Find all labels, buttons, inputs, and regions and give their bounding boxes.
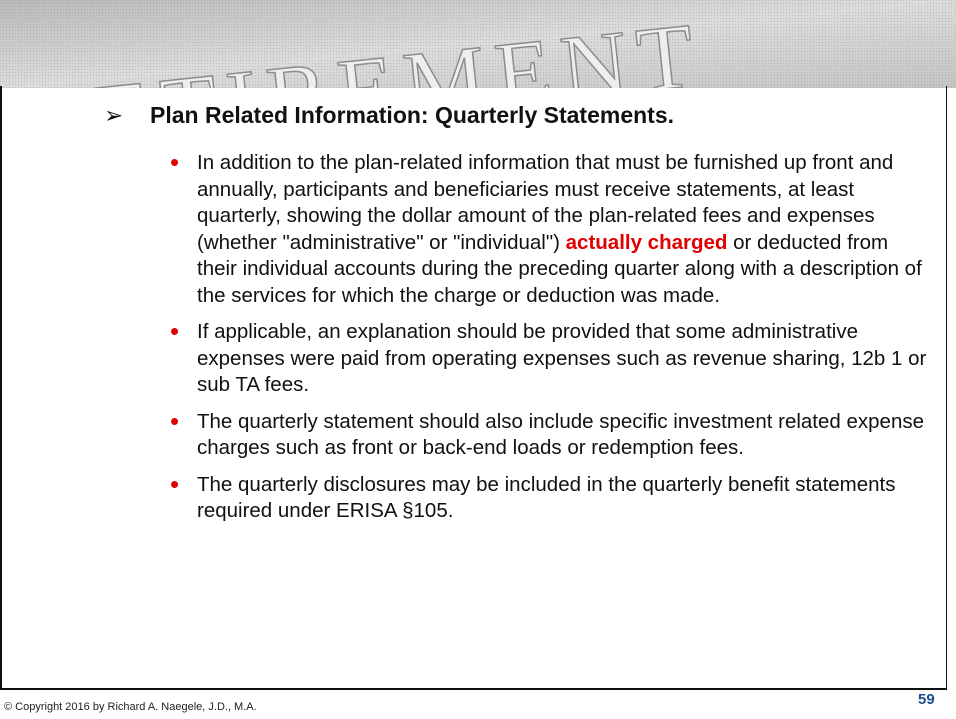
bullet-text: In addition to the plan-related informat… bbox=[197, 151, 894, 254]
banner: RETIREMENT bbox=[0, 0, 956, 88]
page-number: 59 bbox=[918, 691, 935, 708]
heading-text: Plan Related Information: Quarterly Stat… bbox=[150, 102, 675, 128]
bullet: In addition to the plan-related informat… bbox=[170, 149, 932, 309]
bullet-text: or deducted from their individual accoun… bbox=[197, 230, 922, 307]
bullet: The quarterly statement should also incl… bbox=[170, 408, 932, 462]
bullet-text: The quarterly statement should also incl… bbox=[197, 409, 925, 460]
content-frame bbox=[0, 86, 947, 690]
copyright: © Copyright 2016 by Richard A. Naegele, … bbox=[4, 701, 257, 713]
bullet: If applicable, an explanation should be … bbox=[170, 318, 932, 399]
banner-texture bbox=[0, 0, 956, 88]
bullet-text: The quarterly disclosures may be include… bbox=[197, 472, 896, 523]
bullet-list: In addition to the plan-related informat… bbox=[170, 149, 932, 535]
bullet-text: If applicable, an explanation should be … bbox=[197, 320, 927, 396]
bullet: The quarterly disclosures may be include… bbox=[170, 471, 932, 525]
arrow-bullet: ➢ bbox=[104, 102, 124, 128]
highlight-text: actually charged bbox=[565, 230, 728, 254]
heading: ➢ Plan Related Information: Quarterly Sta… bbox=[104, 102, 674, 129]
